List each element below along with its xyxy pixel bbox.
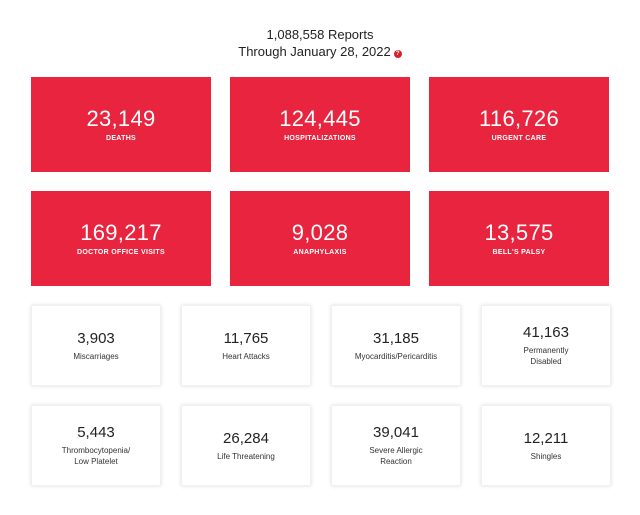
stat-card-deaths: 23,149 DEATHS [31, 77, 211, 172]
stat-value: 31,185 [373, 329, 419, 347]
stat-card-shingles: 12,211 Shingles [481, 405, 611, 486]
report-date: Through January 28, 2022 [238, 44, 391, 59]
stat-value: 9,028 [291, 220, 349, 245]
stat-card-severe-allergic-reaction: 39,041 Severe Allergic Reaction [331, 405, 461, 486]
stat-value: 41,163 [523, 324, 569, 341]
stat-label: Life Threatening [217, 451, 275, 461]
stat-label: Miscarriages [73, 351, 119, 361]
stat-value: 5,443 [77, 424, 115, 441]
stat-card-anaphylaxis: 9,028 ANAPHYLAXIS [230, 191, 410, 286]
stat-label: Severe Allergic Reaction [369, 446, 423, 466]
stat-label: DEATHS [105, 135, 137, 142]
stat-card-thrombocytopenia: 5,443 Thrombocytopenia/ Low Platelet [31, 405, 161, 486]
stat-card-miscarriages: 3,903 Miscarriages [31, 305, 161, 386]
report-count: 1,088,558 Reports [266, 27, 374, 42]
stat-value: 26,284 [223, 429, 269, 447]
stat-value: 13,575 [484, 220, 554, 245]
stat-card-life-threatening: 26,284 Life Threatening [181, 405, 311, 486]
primary-stats-grid: 23,149 DEATHS 124,445 HOSPITALIZATIONS 1… [31, 77, 609, 286]
stat-label: Thrombocytopenia/ Low Platelet [61, 446, 131, 466]
stat-label: Shingles [530, 451, 562, 461]
stat-value: 39,041 [373, 424, 419, 441]
stat-value: 3,903 [77, 329, 115, 347]
stat-value: 23,149 [86, 106, 156, 131]
stat-label: Myocarditis/Pericarditis [354, 351, 438, 361]
report-header: 1,088,558 Reports Through January 28, 20… [0, 26, 640, 60]
stat-label: Heart Attacks [222, 351, 270, 361]
info-icon[interactable]: ? [393, 50, 402, 58]
stat-value: 12,211 [523, 429, 569, 447]
stat-value: 124,445 [279, 106, 361, 131]
stat-label: HOSPITALIZATIONS [284, 135, 356, 142]
stat-card-doctor-office-visits: 169,217 DOCTOR OFFICE VISITS [31, 191, 211, 286]
stat-card-hospitalizations: 124,445 HOSPITALIZATIONS [230, 77, 410, 172]
stat-card-permanently-disabled: 41,163 Permanently Disabled [481, 305, 611, 386]
stat-value: 116,726 [479, 106, 559, 131]
stat-card-urgent-care: 116,726 URGENT CARE [429, 77, 609, 172]
stat-label: URGENT CARE [491, 135, 547, 142]
stat-card-heart-attacks: 11,765 Heart Attacks [181, 305, 311, 386]
stat-label: DOCTOR OFFICE VISITS [77, 249, 165, 256]
stat-value: 169,217 [80, 220, 162, 245]
stat-label: BELL'S PALSY [492, 249, 546, 256]
report-date-line: Through January 28, 2022? [0, 43, 640, 60]
stat-label: Permanently Disabled [523, 346, 569, 366]
stat-label: ANAPHYLAXIS [293, 249, 347, 256]
stat-card-bells-palsy: 13,575 BELL'S PALSY [429, 191, 609, 286]
secondary-stats-grid: 3,903 Miscarriages 11,765 Heart Attacks … [31, 305, 611, 486]
stat-value: 11,765 [223, 329, 269, 347]
stat-card-myocarditis: 31,185 Myocarditis/Pericarditis [331, 305, 461, 386]
